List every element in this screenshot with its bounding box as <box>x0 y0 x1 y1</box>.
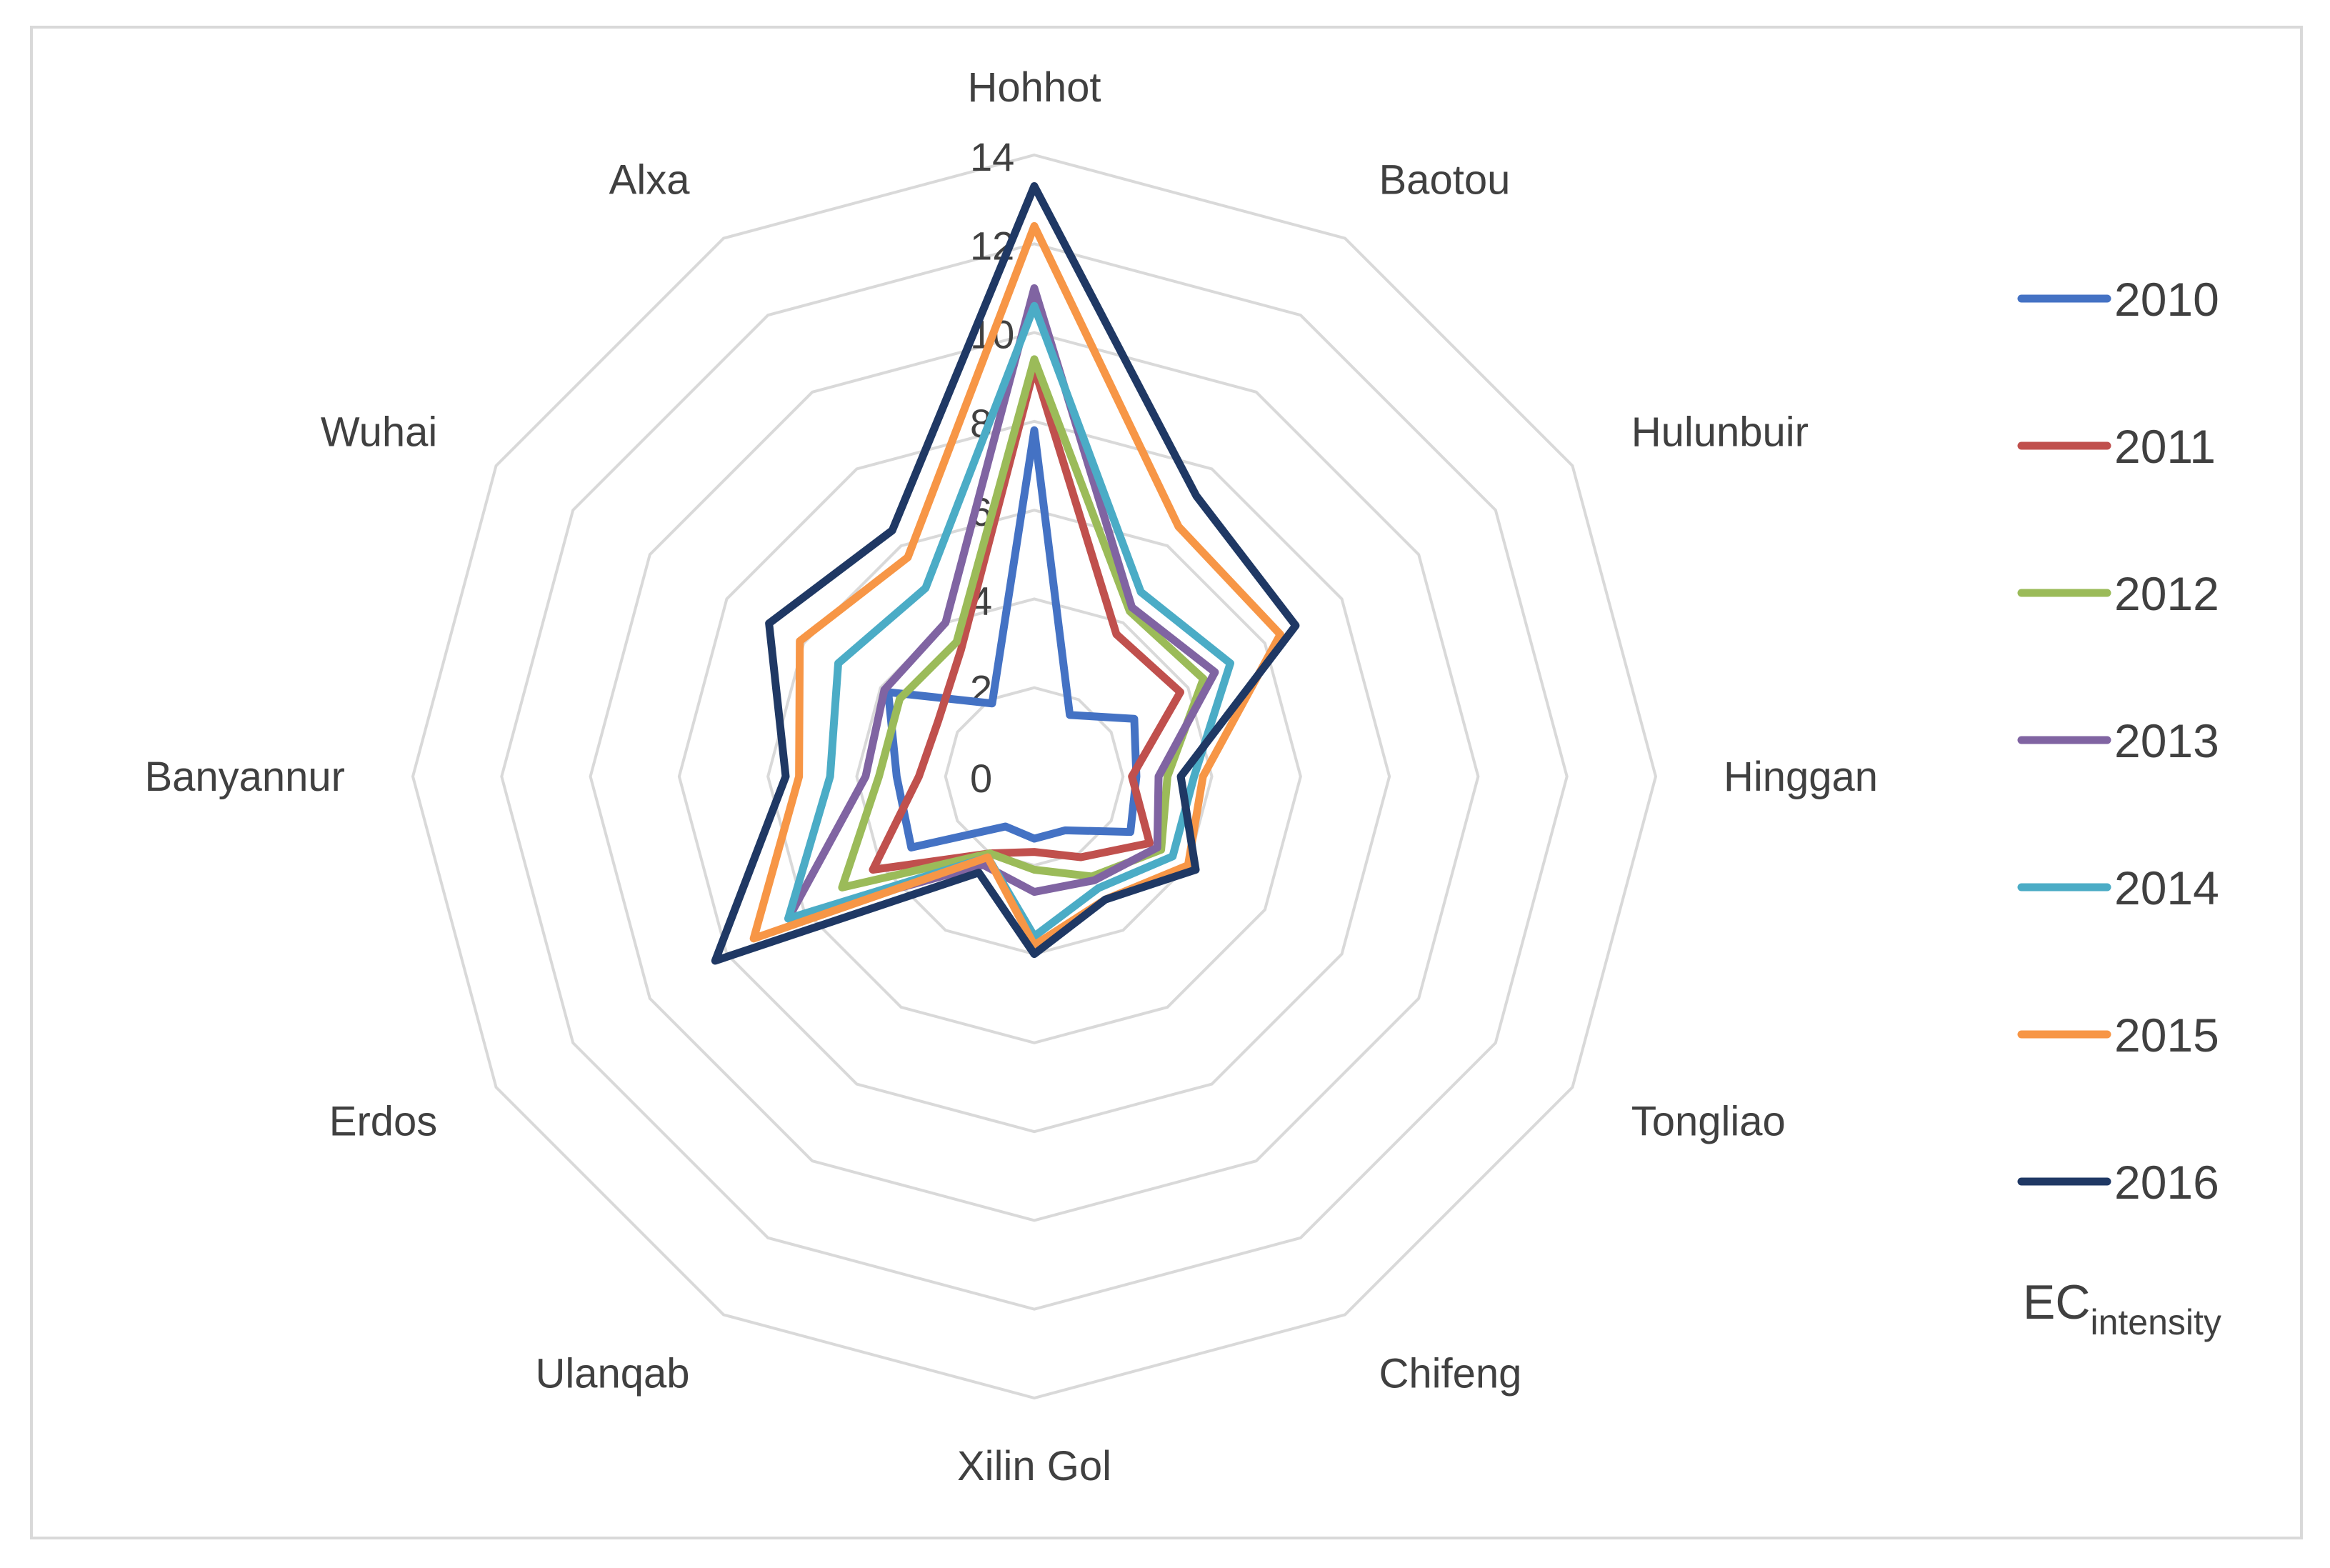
legend-note: ECintensity <box>2023 1275 2221 1342</box>
series-line-2016 <box>711 182 1300 965</box>
radar-gridlines <box>411 153 1658 1400</box>
category-label-wuhai: Wuhai <box>321 409 437 456</box>
legend-label-2014: 2014 <box>2114 862 2219 914</box>
category-label-ulanqab: Ulanqab <box>535 1351 689 1397</box>
grid-ring-8 <box>677 419 1391 1134</box>
grid-ring-12 <box>500 242 1569 1311</box>
legend-label-2011: 2011 <box>2114 420 2216 473</box>
category-label-hulunbuir: Hulunbuir <box>1631 409 1809 456</box>
series-lines <box>711 182 1300 965</box>
series-line-2015 <box>749 221 1284 949</box>
series-line-2011 <box>869 364 1185 874</box>
category-label-hinggan: Hinggan <box>1724 754 1878 800</box>
legend: 2010 2011 2012 2013 2014 2015 2016 <box>2017 273 2219 1209</box>
legend-note-sub: intensity <box>2090 1302 2221 1342</box>
legend-label-2015: 2015 <box>2114 1009 2219 1062</box>
series-line-2013 <box>784 284 1219 923</box>
legend-note-main: EC <box>2023 1275 2090 1329</box>
category-label-erdos: Erdos <box>329 1099 438 1145</box>
grid-ring-10 <box>589 331 1480 1222</box>
category-labels: Hohhot Baotou Hulunbuir Hinggan Tongliao Chif… <box>144 64 1878 1489</box>
series-line-2012 <box>838 355 1208 892</box>
series-line-2014 <box>784 301 1234 941</box>
category-label-hohhot: Hohhot <box>967 64 1101 111</box>
category-label-chifeng: Chifeng <box>1379 1351 1522 1397</box>
tick-label-14: 14 <box>970 134 1014 179</box>
category-label-banyannur: Banyannur <box>144 754 345 800</box>
category-label-baotou: Baotou <box>1379 156 1511 203</box>
legend-label-2013: 2013 <box>2114 714 2219 767</box>
category-label-tongliao: Tongliao <box>1631 1099 1786 1145</box>
category-label-xilin-gol: Xilin Gol <box>957 1443 1111 1489</box>
tick-label-0: 0 <box>970 756 992 801</box>
legend-label-2016: 2016 <box>2114 1156 2219 1209</box>
legend-label-2012: 2012 <box>2114 567 2219 620</box>
grid-ring-2 <box>944 686 1125 867</box>
series-line-2010 <box>884 426 1141 852</box>
category-label-alxa: Alxa <box>609 156 691 203</box>
legend-label-2010: 2010 <box>2114 273 2219 326</box>
grid-ring-14 <box>411 153 1658 1400</box>
